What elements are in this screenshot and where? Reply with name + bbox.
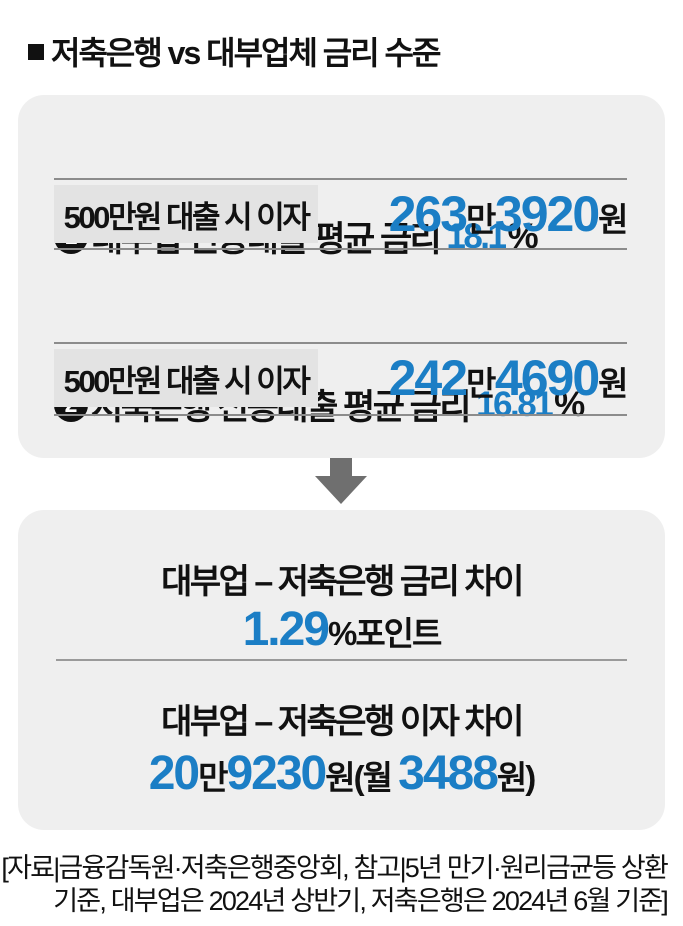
rule-above-row-1 <box>54 178 627 180</box>
interest-row-1-label: 500만원 대출 시 이자 <box>54 185 318 243</box>
value-2-man-unit: 만 <box>466 365 496 402</box>
comparison-card: 1 대부업 신용대출 평균 금리 18.1 % 500만원 대출 시 이자 26… <box>18 95 665 458</box>
value-2-won-unit: 원 <box>598 365 628 402</box>
interest-row-2-value: 242만4690원 <box>388 349 629 407</box>
value-1-man-unit: 만 <box>466 201 496 238</box>
value-2-won-part: 4690 <box>494 350 600 406</box>
interest-diff-monthly-unit: 원) <box>496 759 536 796</box>
section-2-percent-sign: % <box>554 384 585 424</box>
source-note: [자료|금융감독원·저축은행중앙회, 참고|5년 만기·원리금균등 상환 기준,… <box>1 852 669 918</box>
interest-row-2: 500만원 대출 시 이자 242만4690원 <box>54 349 629 407</box>
rate-diff-value: 1.29%포인트 <box>18 602 665 657</box>
interest-diff-won: 9230 <box>226 747 327 800</box>
rule-below-row-1 <box>54 248 627 250</box>
section-2-rate-value: 16.81 <box>476 384 554 424</box>
down-arrow-icon <box>330 458 352 477</box>
interest-row-2-label: 500만원 대출 시 이자 <box>54 349 318 407</box>
title-square-icon <box>28 44 44 60</box>
interest-diff-man-unit: 만 <box>198 759 228 796</box>
rate-diff-unit: %포인트 <box>327 615 442 652</box>
interest-diff-monthly: 3488 <box>398 747 499 800</box>
summary-divider <box>56 659 627 661</box>
rule-below-row-2 <box>54 414 627 416</box>
page-title-text: 저축은행 vs 대부업체 금리 수준 <box>51 35 441 71</box>
source-note-line-2: 기준, 대부업은 2024년 상반기, 저축은행은 2024년 6월 기준] <box>53 886 669 916</box>
page-title: 저축은행 vs 대부업체 금리 수준 <box>28 28 441 74</box>
summary-card: 대부업 – 저축은행 금리 차이 1.29%포인트 대부업 – 저축은행 이자 … <box>18 510 665 830</box>
rate-diff-label: 대부업 – 저축은행 금리 차이 <box>161 563 524 601</box>
interest-diff-value: 20만9230원(월 3488원) <box>18 746 665 801</box>
down-arrow-head-icon <box>315 476 367 504</box>
rule-above-row-2 <box>54 342 627 344</box>
interest-diff-man: 20 <box>148 747 200 800</box>
value-2-man-part: 242 <box>388 350 468 406</box>
value-1-won-unit: 원 <box>598 201 628 238</box>
value-1-won-part: 3920 <box>494 186 600 242</box>
interest-diff-won-unit: 원(월 <box>325 759 399 796</box>
source-note-line-1: [자료|금융감독원·저축은행중앙회, 참고|5년 만기·원리금균등 상환 <box>1 853 668 883</box>
interest-diff-label: 대부업 – 저축은행 이자 차이 <box>161 703 524 741</box>
interest-row-1: 500만원 대출 시 이자 263만3920원 <box>54 185 629 243</box>
rate-diff-number: 1.29 <box>242 603 330 656</box>
value-1-man-part: 263 <box>388 186 468 242</box>
interest-row-1-value: 263만3920원 <box>388 185 629 243</box>
